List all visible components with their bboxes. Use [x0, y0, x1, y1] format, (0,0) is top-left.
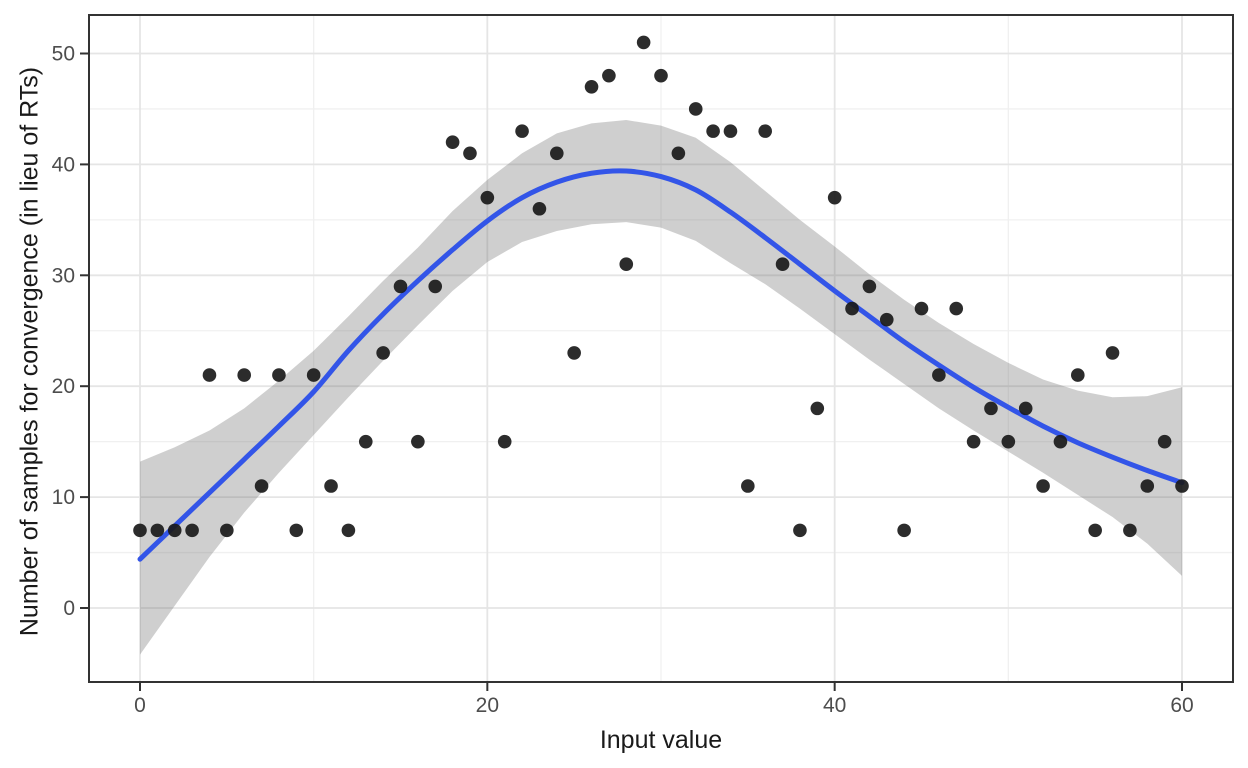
data-point [897, 523, 911, 538]
data-point [1105, 346, 1120, 360]
data-point [567, 346, 581, 360]
data-point [376, 346, 390, 360]
data-point [1071, 368, 1085, 382]
y-tick-label: 30 [52, 264, 75, 287]
data-point [932, 368, 946, 382]
data-point [133, 523, 147, 538]
data-point [810, 401, 825, 416]
data-point [306, 368, 321, 382]
y-tick-label: 10 [52, 486, 75, 509]
data-point [636, 35, 651, 50]
data-point [602, 68, 616, 83]
y-axis-title: Number of samples for convergence (in li… [15, 66, 44, 637]
data-point [411, 434, 425, 449]
data-point [1140, 479, 1155, 493]
data-point [741, 479, 755, 493]
panel-border [88, 14, 1234, 683]
data-point [202, 368, 217, 382]
data-point [827, 190, 842, 205]
data-point [254, 479, 269, 493]
data-point [341, 523, 356, 538]
data-point [949, 301, 964, 316]
data-point [220, 523, 234, 538]
data-point [793, 523, 807, 538]
data-point [914, 301, 929, 316]
data-point [671, 146, 686, 161]
y-tick-label: 0 [63, 597, 75, 620]
data-point [619, 257, 634, 272]
x-tick-label: 40 [823, 694, 846, 717]
x-tick-label: 20 [476, 694, 499, 717]
x-axis-title: Input value [599, 726, 723, 754]
data-point [237, 368, 252, 382]
data-point [324, 479, 338, 493]
data-point [775, 257, 790, 272]
data-point [393, 279, 408, 294]
x-tick-label: 60 [1170, 694, 1193, 717]
y-tick-label: 20 [52, 375, 75, 398]
data-point [167, 523, 182, 538]
data-point [1157, 434, 1172, 449]
data-point [185, 523, 199, 538]
data-point [966, 434, 981, 449]
data-point [463, 146, 477, 161]
data-point [445, 135, 460, 150]
data-point [1036, 479, 1050, 493]
x-tick-label: 0 [134, 694, 146, 717]
data-point [584, 79, 599, 94]
data-point [1001, 434, 1016, 449]
y-tick-label: 40 [52, 153, 75, 176]
data-point [1175, 479, 1189, 493]
data-point [1123, 523, 1137, 538]
data-point [272, 368, 286, 382]
data-point [984, 401, 998, 416]
data-point [723, 124, 738, 138]
data-point [1053, 434, 1068, 449]
data-point [550, 146, 564, 161]
data-point [845, 301, 859, 316]
data-point [706, 124, 720, 138]
data-point [879, 312, 894, 327]
data-point [358, 434, 373, 449]
data-point [862, 279, 877, 294]
data-point [480, 190, 495, 205]
y-tick-label: 50 [52, 43, 75, 66]
data-point [688, 102, 703, 116]
data-point [150, 523, 165, 538]
data-point [515, 124, 529, 138]
data-point [428, 279, 443, 294]
data-point [497, 434, 512, 449]
data-point [532, 201, 547, 216]
data-point [1088, 523, 1102, 538]
data-point [1018, 401, 1033, 416]
data-point [289, 523, 304, 538]
data-point [654, 68, 668, 83]
smooth-line [137, 168, 1185, 562]
data-point [758, 124, 773, 138]
